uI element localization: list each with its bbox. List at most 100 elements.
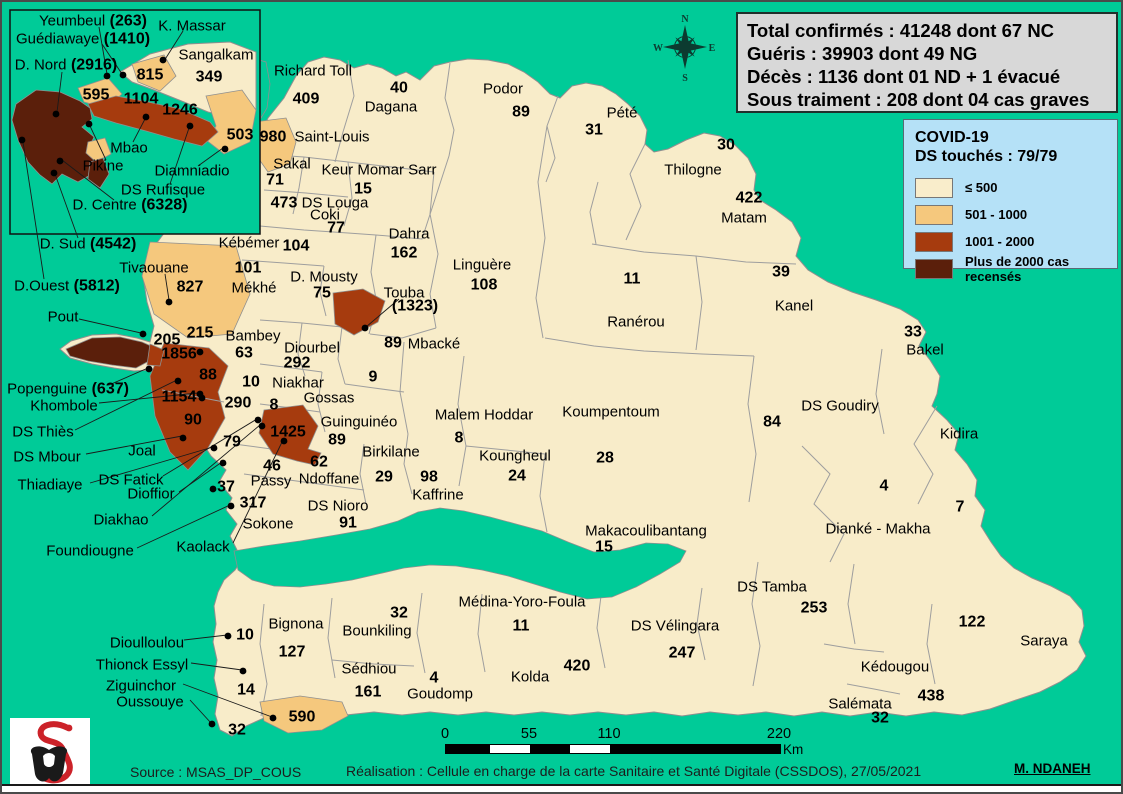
district-label: Joal [128,442,156,460]
district-label: Ranérou [607,313,665,331]
stats-lines: Total confirmés : 41248 dont 67 NC Guéris… [747,19,1107,111]
district-value: 9 [368,368,378,386]
district-label: Dagana [364,98,418,116]
inset-dark-tail [87,157,110,189]
district-label: Passy [250,472,292,490]
district-label: DS Mbour [13,448,81,466]
district-value: 30 [717,136,735,154]
district-label: D. Sud (4542) [39,235,137,253]
stats-line: Sous traiment : 208 dont 04 cas graves [747,89,1090,110]
district-label: D.Ouest (5812) [14,277,120,295]
legend-classes: ≤ 500 501 - 1000 1001 - 2000 Plus de 2000 c… [915,174,1106,284]
district-value: 84 [763,413,781,431]
district-label: DS Fatick [98,471,164,489]
stats-line: Guéris : 39903 dont 49 NG [747,43,978,64]
district-value: 7 [955,498,965,516]
district-value: 1154 [161,388,197,406]
district-value: 39 [772,263,790,281]
district-value: 88 [199,366,217,384]
district-value: 10 [242,373,260,391]
district-value: 438 [917,687,945,705]
scale-bar-segments [445,744,781,754]
district-label: Kanel [774,297,814,315]
district-label: Médina-Yoro-Foula [458,593,586,611]
district-label: Sakal [273,155,311,173]
district-value: 63 [235,344,253,362]
district-label: Dahra [388,225,430,243]
district-label: Bounkiling [342,622,412,640]
district-value: 827 [176,278,204,296]
district-label: Goudomp [407,685,473,703]
district-value: 815 [136,66,164,84]
district-value: 101 [234,259,262,277]
district-value: 77 [327,219,345,237]
district-value: 89 [512,103,530,121]
district-label: Kidira [939,425,979,443]
district-label: Koungheul [479,447,551,465]
district-label: Sangalkam [178,46,254,64]
district-value: 253 [800,599,828,617]
district-value: 79 [223,433,241,451]
district-label: Birkilane [362,443,420,461]
district-label: Sokone [242,515,294,533]
district-label: DS Louga [301,194,369,212]
district-label: Keur Momar Sarr [321,161,437,179]
district-label: Kaolack [176,538,230,556]
legend-swatch [915,258,953,279]
district-tivaouane [141,241,251,339]
district-value: 8 [454,429,464,447]
district-value: 1104 [123,90,159,108]
district-value: 29 [375,468,393,486]
scale-tick: 220 [766,726,792,742]
district-value: 75 [313,284,331,302]
district-label: Linguère [452,256,512,274]
district-value: 473 [270,194,298,212]
stats-box: Total confirmés : 41248 dont 67 NC Guéris… [736,12,1118,113]
inset-small-tan [85,137,112,163]
district-rufisque-small [146,343,165,367]
district-label: Podor [482,80,524,98]
legend-class-label: ≤ 500 [965,180,998,195]
district-label: K. Massar [158,17,226,35]
district-value: 15 [595,538,613,556]
district-label: Oussouye [116,693,184,711]
gambia-strip [233,507,687,600]
district-label: Diakhao [93,511,149,529]
district-value: 104 [282,237,310,255]
district-value: 290 [224,394,252,412]
district-value: 37 [217,478,235,496]
district-label: Saraya [1020,632,1068,650]
district-value: 24 [508,467,526,485]
district-label: Kédougou [860,658,930,676]
scale-tick: 55 [520,726,538,742]
district-label: Mékhé [231,279,277,297]
district-value: 33 [904,323,922,341]
district-value: 420 [563,657,591,675]
district-label: Mbacké [407,335,461,353]
district-value: 98 [420,468,438,486]
district-label: Ziguinchor [105,677,177,695]
district-label: Touba [383,284,425,302]
district-value: 409 [292,90,320,108]
legend-subtitle: DS touchés : 79/79 [915,148,1058,165]
district-value: 10 [236,626,254,644]
legend-swatch [915,231,953,252]
district-label: Sédhiou [341,660,397,678]
district-label: Mbao [110,139,148,157]
district-value: 349 [195,68,223,86]
district-label: Thiadiaye [17,476,83,494]
legend-class-row: 1001 - 2000 [915,228,1106,255]
district-value: 1856 [161,345,197,363]
district-value: 32 [871,709,889,727]
district-value: 122 [958,613,986,631]
district-value: 46 [263,457,281,475]
district-label: Dianké - Makha [825,520,931,538]
district-value: 4 [879,477,889,495]
footer-author: M. NDANEH [1014,761,1091,776]
district-label: Gossas [303,389,355,407]
scale-tick: 0 [440,726,450,742]
district-label: Thionck Essyl [95,656,189,674]
district-value: 91 [339,514,357,532]
